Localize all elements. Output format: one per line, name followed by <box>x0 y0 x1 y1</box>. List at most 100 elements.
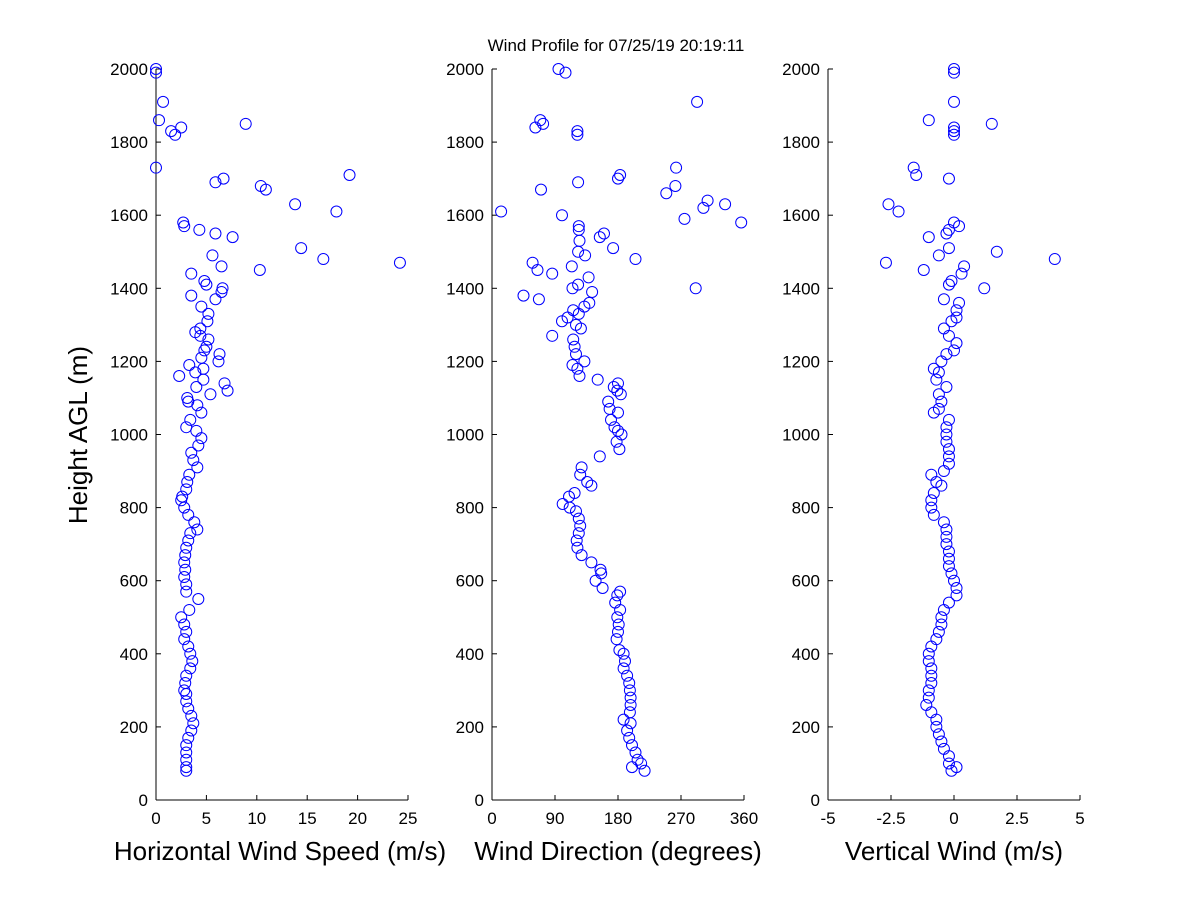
data-point <box>585 479 598 492</box>
data-point <box>180 761 193 774</box>
data-point <box>660 187 673 200</box>
data-point <box>570 348 582 361</box>
y-tick-label: 400 <box>120 645 148 664</box>
data-point <box>617 647 630 660</box>
data-point <box>178 633 191 646</box>
y-tick-label: 0 <box>811 791 820 810</box>
data-point <box>574 519 587 532</box>
data-point <box>178 220 191 233</box>
data-point <box>195 351 208 364</box>
data-point <box>217 172 230 185</box>
data-point <box>195 300 208 313</box>
data-point <box>940 428 953 441</box>
data-point <box>182 702 195 715</box>
data-point <box>930 713 943 726</box>
data-point <box>189 366 202 379</box>
data-point <box>689 282 702 295</box>
data-point <box>188 516 201 529</box>
y-tick-label: 0 <box>139 791 148 810</box>
data-point <box>950 761 963 774</box>
data-point <box>629 253 642 266</box>
x-tick-label: 0 <box>151 809 160 828</box>
data-point <box>157 95 170 108</box>
data-point <box>612 424 624 437</box>
data-point <box>209 227 222 240</box>
data-point <box>937 293 950 306</box>
data-point <box>932 388 945 401</box>
x-tick-label: -2.5 <box>876 809 905 828</box>
data-point <box>942 223 955 236</box>
data-point <box>935 395 948 408</box>
data-point <box>194 322 207 335</box>
data-point <box>935 355 948 368</box>
data-point <box>202 307 215 320</box>
data-point <box>289 198 302 211</box>
data-point <box>182 640 195 653</box>
data-point <box>623 706 636 719</box>
data-point <box>930 373 943 386</box>
data-point <box>180 625 193 638</box>
data-point <box>942 413 955 426</box>
y-tick-label: 1800 <box>446 133 484 152</box>
data-point <box>568 340 581 353</box>
data-point <box>927 362 940 375</box>
data-point <box>925 662 938 675</box>
data-point <box>942 450 955 463</box>
data-point <box>922 684 935 697</box>
data-point <box>623 684 636 697</box>
data-point <box>907 161 920 174</box>
data-point <box>594 563 607 576</box>
data-point <box>571 128 584 141</box>
data-point <box>879 256 892 269</box>
data-point <box>697 201 710 214</box>
y-tick-label: 1000 <box>446 426 484 445</box>
y-tick-label: 200 <box>456 718 484 737</box>
data-point <box>215 285 228 298</box>
data-point <box>635 757 648 770</box>
data-point <box>735 216 748 229</box>
data-point <box>195 432 208 445</box>
data-point <box>940 523 953 536</box>
y-tick-label: 2000 <box>782 60 820 79</box>
data-point <box>184 662 197 675</box>
x-axis-label: Horizontal Wind Speed (m/s) <box>114 836 446 866</box>
data-point <box>184 527 197 540</box>
data-point <box>169 128 182 141</box>
data-point <box>567 333 580 346</box>
data-point <box>719 198 732 211</box>
data-point <box>546 267 559 280</box>
data-point <box>638 764 651 777</box>
data-point <box>612 625 624 638</box>
data-point <box>937 742 950 755</box>
data-point <box>612 406 624 419</box>
data-point <box>177 216 190 229</box>
data-point <box>593 450 606 463</box>
data-point <box>624 698 637 711</box>
data-point <box>572 527 585 540</box>
data-point <box>190 424 203 437</box>
data-point <box>253 264 266 277</box>
data-point <box>942 560 955 573</box>
data-point <box>942 596 955 609</box>
x-tick-label: 2.5 <box>1005 809 1029 828</box>
y-tick-label: 1000 <box>110 426 148 445</box>
data-point <box>202 333 215 346</box>
y-tick-label: 800 <box>792 499 820 518</box>
data-point <box>940 348 953 361</box>
data-point <box>204 388 217 401</box>
data-point <box>614 585 627 598</box>
data-point <box>182 731 195 744</box>
data-point <box>187 717 200 730</box>
data-point <box>978 282 991 295</box>
x-tick-label: 180 <box>604 809 632 828</box>
data-point <box>930 720 943 733</box>
data-point <box>393 256 406 269</box>
data-point <box>200 340 213 353</box>
data-point <box>570 318 582 331</box>
data-point <box>607 242 620 255</box>
data-point <box>573 370 586 383</box>
data-point <box>937 465 950 478</box>
data-point <box>948 216 960 229</box>
data-point <box>942 545 955 558</box>
